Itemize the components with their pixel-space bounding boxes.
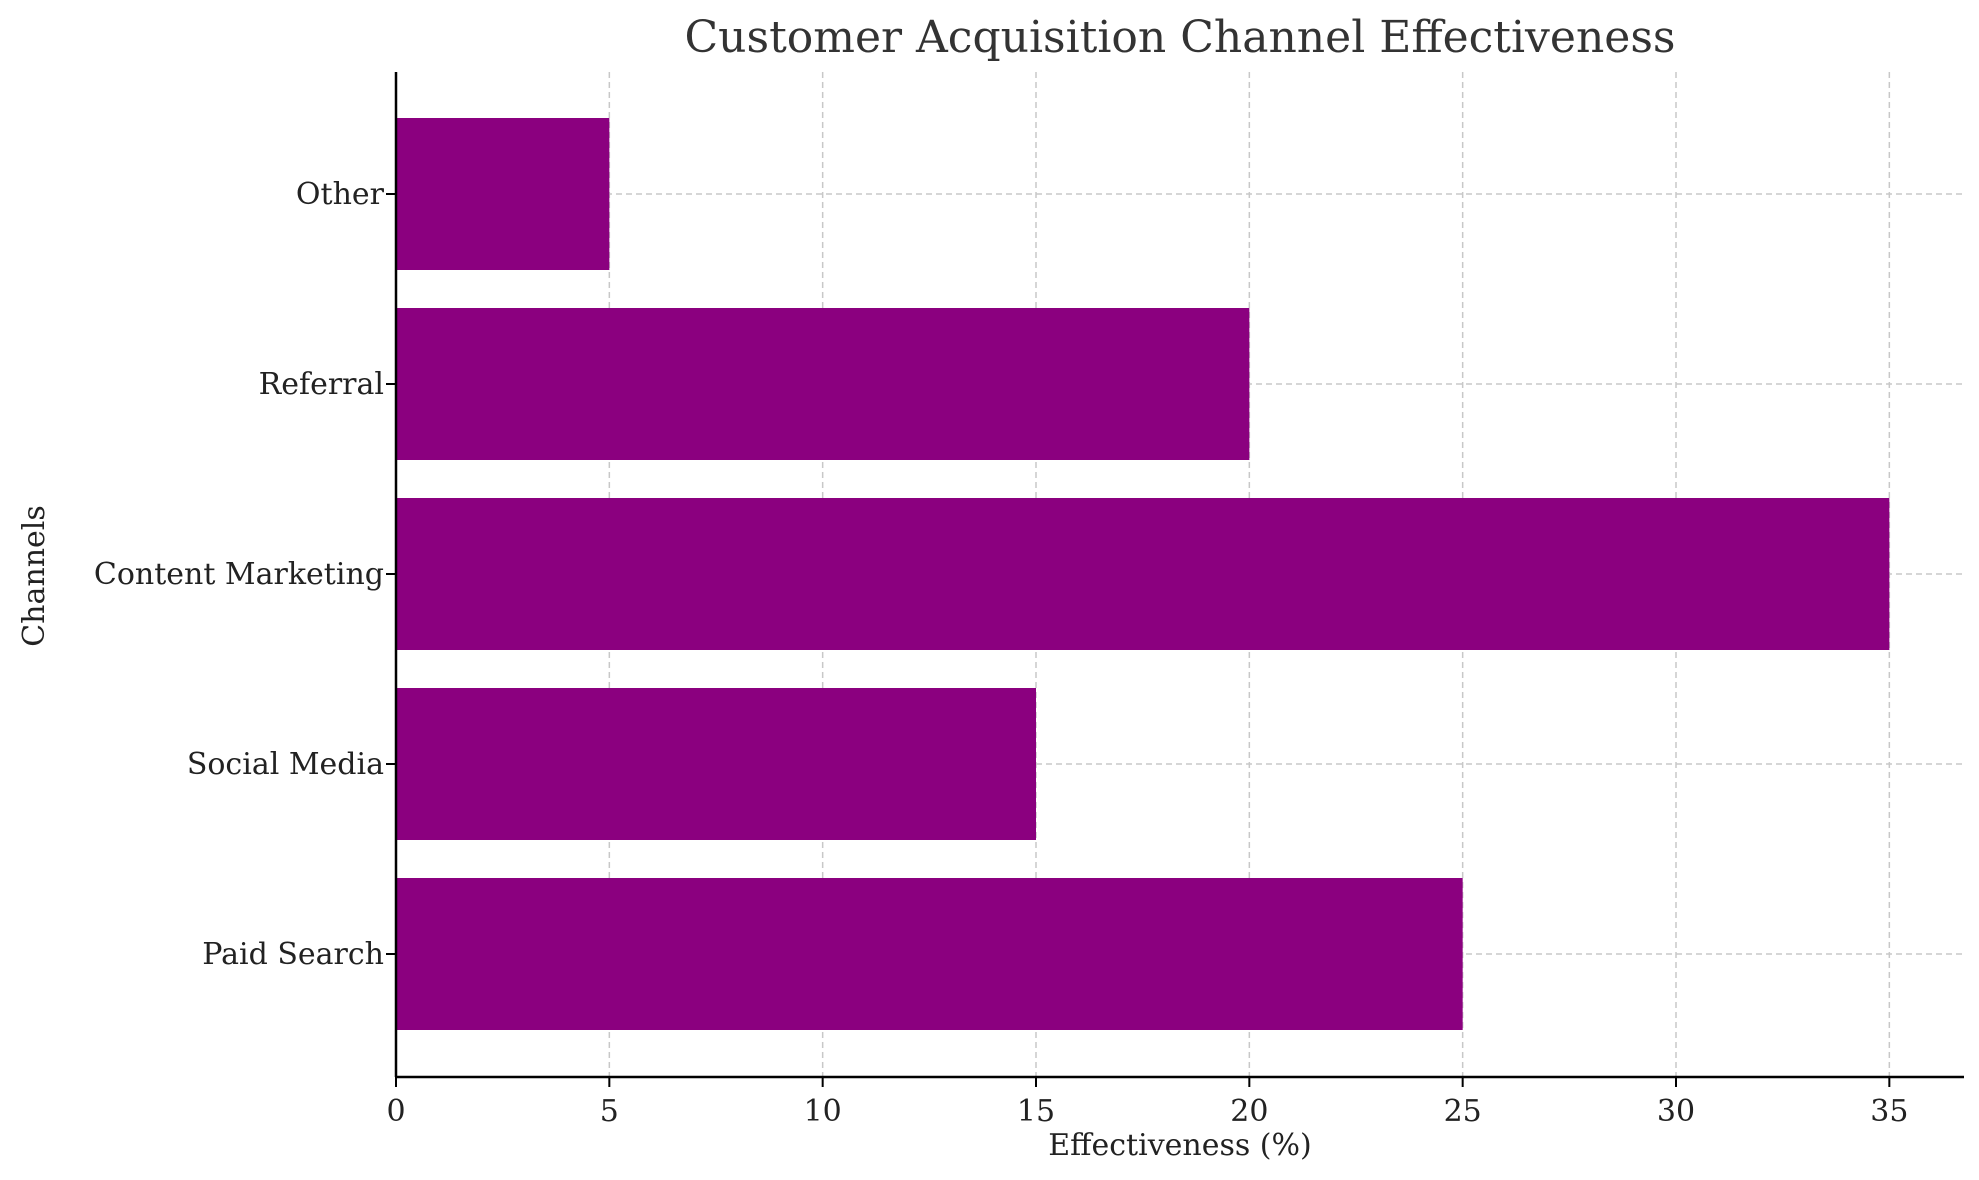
x-tick-label: 20 <box>1230 1094 1268 1129</box>
x-tick-label: 10 <box>804 1094 842 1129</box>
x-tick-label: 30 <box>1657 1094 1695 1129</box>
x-tick-label: 0 <box>386 1094 405 1129</box>
y-tick-label: Referral <box>259 367 384 402</box>
y-tick-label: Social Media <box>187 747 384 782</box>
bar-paid-search <box>396 878 1463 1030</box>
x-tick-label: 15 <box>1017 1094 1055 1129</box>
y-tick-label: Content Marketing <box>94 557 384 592</box>
y-tick-label: Paid Search <box>202 937 384 972</box>
x-tick-label: 25 <box>1444 1094 1482 1129</box>
y-axis-label: Channels <box>17 505 52 647</box>
y-tick-label: Other <box>296 177 385 212</box>
x-axis-label: Effectiveness (%) <box>1048 1128 1311 1163</box>
chart-title: Customer Acquisition Channel Effectivene… <box>684 12 1675 63</box>
x-tick-label: 5 <box>600 1094 619 1129</box>
bar-referral <box>396 308 1250 460</box>
bars <box>396 118 1890 1030</box>
bar-other <box>396 118 610 270</box>
bar-content-marketing <box>396 498 1890 650</box>
x-tick-label: 35 <box>1870 1094 1908 1129</box>
bar-social-media <box>396 688 1036 840</box>
ticks: 0 5 10 15 20 25 30 35 Paid Search Social Media Con… <box>94 177 1909 1129</box>
